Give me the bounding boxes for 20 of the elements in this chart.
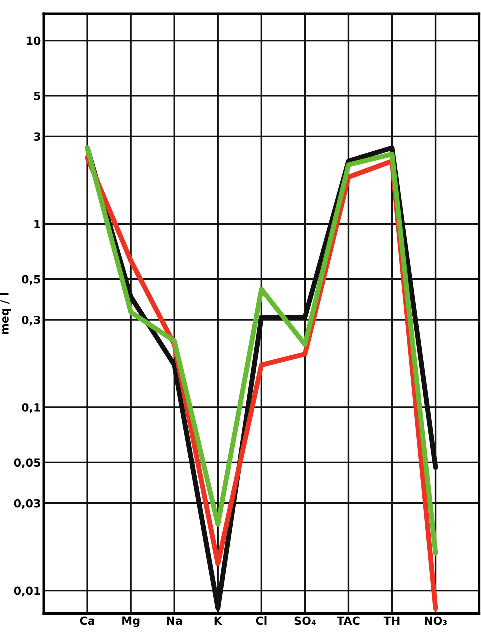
x-tick-label: TH bbox=[384, 616, 400, 625]
y-tick-label: 1 bbox=[34, 220, 40, 228]
x-tick-label: Mg bbox=[122, 616, 140, 628]
y-tick-label: 0,1 bbox=[22, 403, 40, 414]
x-tick-label: TAC bbox=[337, 616, 360, 626]
x-tick-label: K bbox=[214, 616, 223, 625]
x-tick-label: SO₄ bbox=[294, 616, 316, 626]
x-tick-label: NO₃ bbox=[425, 616, 447, 626]
x-tick-label: Cl bbox=[256, 616, 267, 626]
y-tick-label: 0,05 bbox=[14, 458, 40, 468]
y-tick-label: 0,5 bbox=[22, 275, 40, 286]
y-tick-label: 0,3 bbox=[22, 316, 40, 326]
y-tick-label: 5 bbox=[34, 92, 40, 100]
y-tick-label: 3 bbox=[34, 132, 40, 142]
x-tick-label: Na bbox=[167, 616, 182, 626]
x-tick-label: Ca bbox=[80, 616, 94, 626]
y-tick-label: 10 bbox=[27, 36, 41, 46]
y-axis-title: meq / l bbox=[0, 293, 12, 334]
y-tick-label: 0,01 bbox=[14, 586, 40, 597]
y-tick-label: 0,03 bbox=[14, 499, 40, 510]
